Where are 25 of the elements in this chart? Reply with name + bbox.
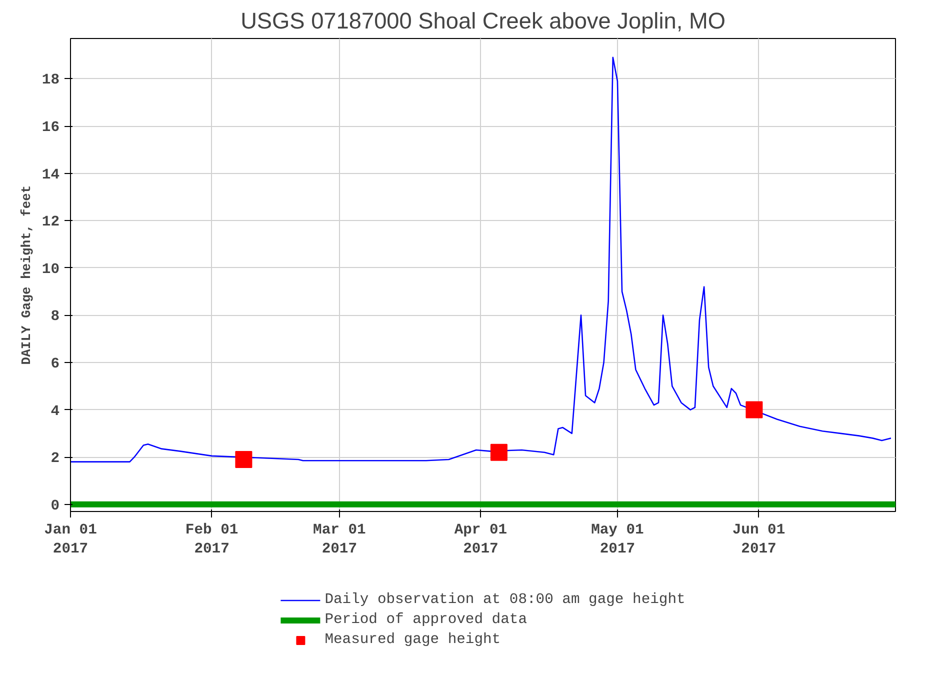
x-tick-label: Feb 01 2017 (185, 522, 238, 558)
y-axis-title: DAILY Gage height, feet (18, 185, 34, 365)
legend-label: Period of approved data (324, 612, 527, 628)
y-tick-label: 16 (42, 120, 60, 136)
y-tick-label: 14 (42, 167, 60, 184)
y-tick-label: 18 (42, 72, 60, 89)
point (490, 444, 508, 461)
point (235, 450, 252, 468)
x-tick-label: Jun 01 2017 (732, 522, 786, 558)
y-tick-label: 8 (50, 309, 60, 326)
x-tick-label: Mar 01 2017 (313, 522, 366, 558)
y-tick-label: 0 (50, 498, 60, 514)
chart-title: USGS 07187000 Shoal Creek above Joplin, MO (240, 8, 726, 34)
y-tick-label: 10 (42, 262, 60, 278)
x-tick-label: Apr 01 2017 (454, 522, 508, 558)
legend-label: Measured gage height (324, 632, 501, 648)
legend-label: Daily observation at 08:00 am gage height (324, 592, 686, 608)
x-tick-label: May 01 2017 (591, 522, 644, 558)
y-tick-label: 6 (50, 356, 60, 373)
y-tick-label: 4 (50, 404, 60, 420)
x-tick-label: Jan 01 2017 (44, 522, 98, 558)
y-tick-label: 2 (50, 451, 60, 468)
y-tick-label: 12 (42, 214, 60, 231)
line-series (70, 56, 892, 462)
point (746, 401, 763, 418)
